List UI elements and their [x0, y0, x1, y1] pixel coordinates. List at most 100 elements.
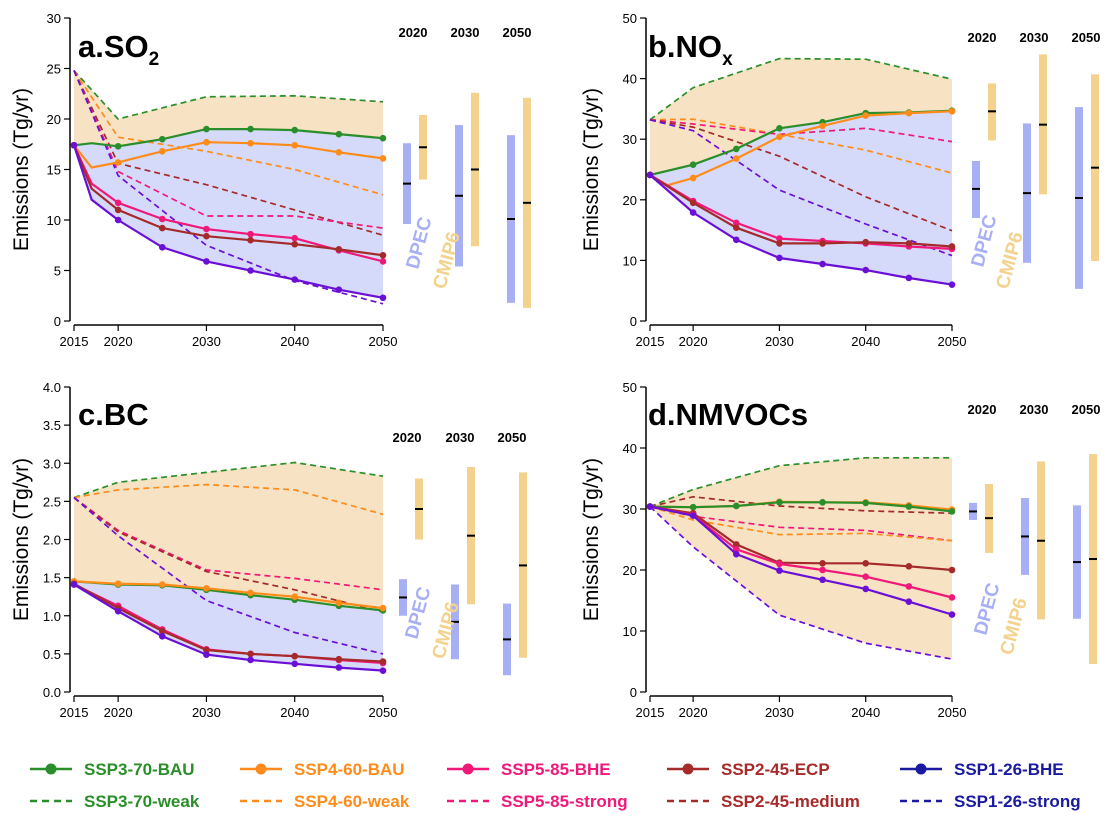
series-point-ssp1-26-bhe [646, 171, 654, 179]
series-point-ssp3-70-bau [948, 508, 956, 515]
series-point-ssp3-70-bau [732, 502, 740, 510]
series-line-ssp5-85-bhe [649, 174, 953, 250]
y-axis-label: Emissions (Tg/yr) [10, 88, 33, 251]
series-point-ssp1-26-bhe [291, 660, 299, 668]
cmip6-label: CMIP6 [993, 230, 1028, 292]
series-point-ssp1-26-bhe [819, 260, 826, 268]
series-point-ssp1-26-bhe [732, 236, 740, 244]
y-tick-label: 0 [630, 314, 637, 329]
series-point-ssp5-85-bhe [776, 235, 783, 242]
series-point-ssp5-85-bhe [732, 545, 740, 553]
range-year-label: 2030 [446, 430, 475, 445]
upper-range-band [74, 462, 383, 611]
series-line-ssp4-60-bau [73, 580, 384, 610]
series-point-ssp2-45-ecp [948, 243, 956, 250]
series-point-ssp2-45-ecp [819, 559, 826, 567]
series-point-ssp2-45-ecp [819, 240, 826, 247]
series-line-ssp1-26-bhe [649, 174, 953, 286]
lower-range-band [650, 110, 952, 285]
legend-swatch-marker [462, 763, 474, 775]
y-tick-label: 10 [623, 253, 637, 268]
y-axis-label: Emissions (Tg/yr) [580, 458, 603, 621]
series-point-ssp4-60-bau [203, 138, 210, 146]
series-point-ssp4-60-bau [203, 585, 210, 592]
legend-item-ssp4-60-bau: SSP4-60-BAU [240, 760, 405, 779]
y-axis-label: Emissions (Tg/yr) [10, 458, 33, 621]
range-year-label: 2030 [1020, 30, 1049, 45]
panel-title: a.SO2 [78, 29, 159, 70]
legend-item-ssp1-26-bhe: SSP1-26-BHE [900, 760, 1064, 779]
range-year-label: 2020 [968, 402, 997, 417]
series-line-ssp2-45-medium [73, 70, 384, 237]
legend-label: SSP5-85-strong [501, 792, 628, 811]
legend-item-ssp2-45-ecp: SSP2-45-ECP [667, 760, 830, 779]
y-tick-label: 10 [47, 213, 61, 228]
x-tick-label: 2040 [851, 334, 880, 349]
x-tick-label: 2015 [636, 705, 665, 720]
series-point-ssp1-26-bhe [70, 581, 78, 588]
series-point-ssp2-45-ecp [114, 206, 122, 214]
y-tick-label: 30 [623, 132, 637, 147]
lower-range-band [74, 129, 383, 298]
y-tick-label: 1.0 [43, 609, 61, 624]
series-point-ssp2-45-ecp [905, 240, 913, 247]
range-year-label: 2050 [1072, 30, 1101, 45]
series-point-ssp1-26-bhe [114, 607, 122, 615]
x-tick-label: 2020 [679, 334, 708, 349]
series-point-ssp1-26-bhe [689, 209, 697, 216]
x-tick-label: 2050 [938, 334, 967, 349]
y-tick-label: 3.5 [43, 418, 61, 433]
range-year-label: 2050 [1072, 402, 1101, 417]
series-line-ssp1-26-strong [73, 496, 384, 655]
series-point-ssp3-70-bau [114, 142, 122, 150]
legend-label: SSP2-45-medium [721, 792, 860, 811]
series-point-ssp4-60-bau [689, 174, 697, 182]
legend-swatch-marker [682, 763, 694, 775]
range-year-label: 2020 [399, 25, 428, 40]
series-line-ssp2-45-medium [73, 496, 384, 613]
series-point-ssp2-45-ecp [247, 236, 254, 244]
x-tick-label: 2040 [280, 705, 309, 720]
series-point-ssp4-60-bau [905, 109, 913, 117]
series-point-ssp1-26-bhe [689, 512, 697, 520]
legend-item-ssp2-45-medium: SSP2-45-medium [667, 792, 860, 811]
series-point-ssp2-45-ecp [247, 650, 254, 658]
series-point-ssp3-70-bau [335, 130, 343, 138]
series-point-ssp1-26-bhe [203, 651, 210, 658]
y-tick-label: 20 [47, 112, 61, 127]
x-tick-label: 2015 [60, 705, 89, 720]
panel-title: d.NMVOCs [648, 397, 808, 432]
series-point-ssp5-85-bhe [819, 566, 826, 574]
series-point-ssp1-26-bhe [70, 141, 78, 149]
series-point-ssp3-70-bau [689, 503, 697, 511]
series-point-ssp2-45-ecp [291, 652, 299, 660]
series-point-ssp2-45-ecp [203, 232, 210, 240]
panel-title: b.NOx [648, 29, 733, 70]
series-point-ssp1-26-bhe [379, 294, 387, 302]
series-point-ssp3-70-bau [905, 503, 913, 510]
series-line-ssp2-45-ecp [649, 505, 953, 572]
series-point-ssp5-85-bhe [948, 594, 956, 601]
series-point-ssp4-60-bau [335, 599, 343, 607]
series-point-ssp1-26-bhe [948, 611, 956, 618]
series-point-ssp2-45-ecp [732, 224, 740, 231]
series-line-ssp4-60-weak [649, 505, 953, 542]
series-point-ssp2-45-ecp [335, 245, 343, 253]
x-tick-label: 2030 [765, 705, 794, 720]
series-point-ssp5-85-bhe [158, 215, 166, 223]
dpec-label: DPEC [971, 581, 1005, 638]
series-line-ssp5-85-strong [649, 505, 953, 542]
x-tick-label: 2020 [104, 334, 133, 349]
series-point-ssp4-60-bau [114, 159, 122, 166]
y-tick-label: 25 [47, 62, 61, 77]
series-point-ssp5-85-bhe [291, 234, 299, 242]
series-point-ssp1-26-bhe [905, 598, 913, 606]
series-point-ssp2-45-ecp [291, 240, 299, 248]
series-line-ssp3-70-weak [73, 461, 384, 499]
series-point-ssp1-26-bhe [247, 267, 254, 274]
y-tick-label: 30 [623, 502, 637, 517]
series-point-ssp2-45-ecp [158, 627, 166, 635]
y-tick-label: 2.0 [43, 533, 61, 548]
series-point-ssp3-70-bau [732, 145, 740, 153]
